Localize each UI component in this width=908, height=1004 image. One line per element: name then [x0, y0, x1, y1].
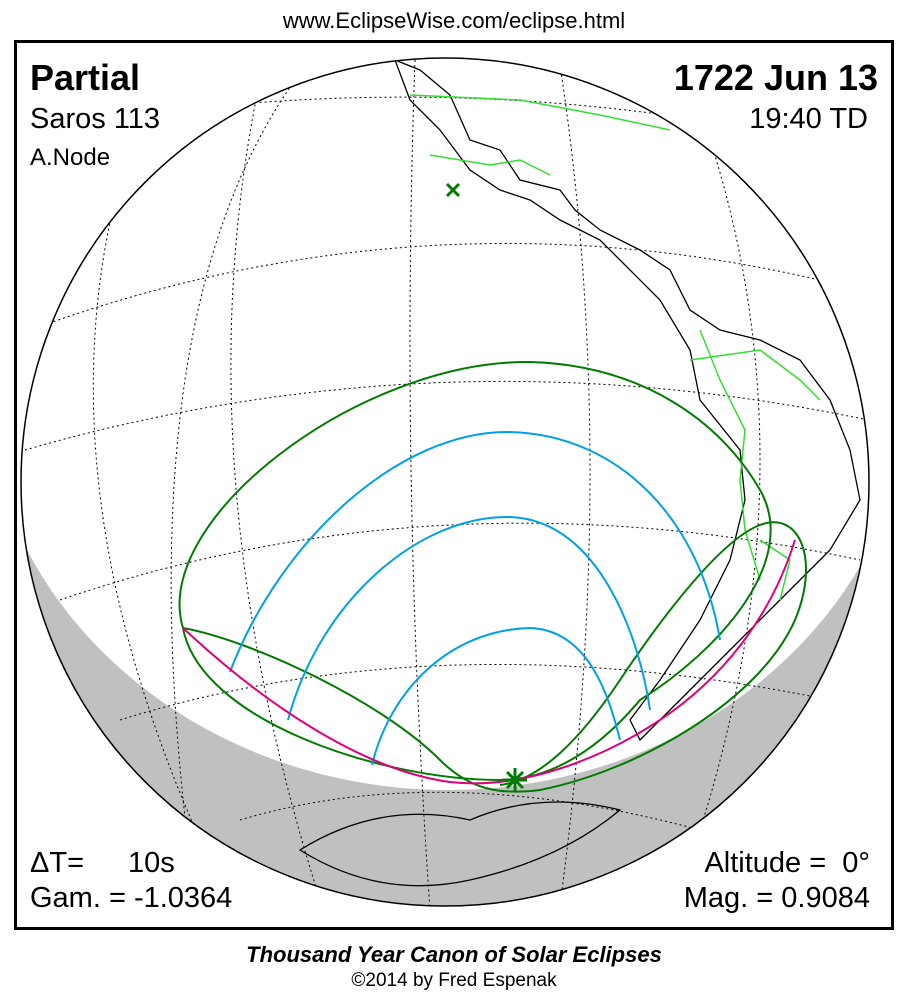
magnitude-curve-2 [287, 515, 651, 721]
eclipse-time: 19:40 TD [749, 103, 868, 135]
subsolar-x-icon [445, 182, 461, 198]
map-frame [14, 40, 894, 930]
globe-outline [20, 57, 870, 907]
sunrise-sunset-curve [182, 539, 796, 785]
eclipse-date: 1722 Jun 13 [673, 57, 878, 98]
altitude-value: Altitude = 0° [704, 847, 870, 879]
country-borders [409, 94, 821, 601]
delta-t-value: 10s [128, 847, 175, 879]
penumbral-limit-outer [178, 360, 772, 782]
magnitude-value: Mag. = 0.9084 [683, 882, 870, 914]
magnitude-curve-3 [371, 626, 621, 766]
day-region [0, 0, 908, 790]
coastlines [298, 58, 861, 887]
magnitude-curve-1 [229, 430, 721, 673]
delta-t-label: ΔT= [30, 847, 85, 879]
gamma-value: Gam. = -1.0364 [30, 882, 233, 914]
url-header[interactable]: www.EclipseWise.com/eclipse.html [282, 8, 626, 33]
greatest-eclipse-star-icon [503, 768, 527, 792]
saros-number: Saros 113 [30, 103, 161, 135]
penumbral-limit-inner [182, 521, 808, 793]
node-label: A.Node [30, 144, 111, 171]
eclipse-type: Partial [30, 57, 141, 98]
canon-title: Thousand Year Canon of Solar Eclipses [246, 942, 662, 967]
copyright: ©2014 by Fred Espenak [351, 970, 557, 991]
